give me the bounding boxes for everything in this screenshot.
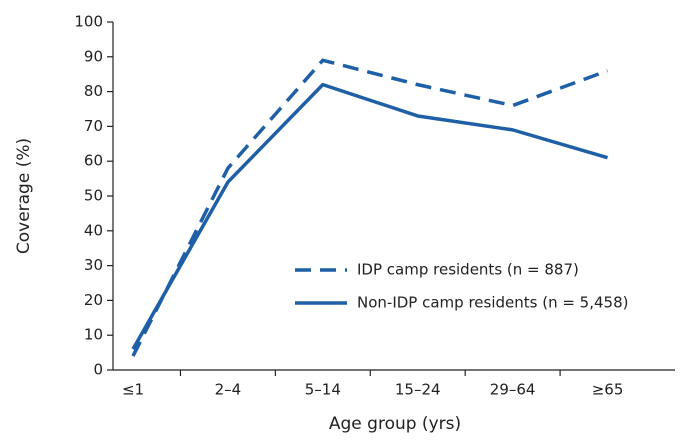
y-tick-label: 50 [84,187,103,205]
y-tick-label: 30 [84,256,103,274]
x-tick-label: 5–14 [305,381,341,399]
x-tick-label: 29–64 [490,381,536,399]
y-axis-label: Coverage (%) [14,138,34,254]
y-tick-label: 60 [84,152,103,170]
y-tick-label: 10 [84,326,103,344]
legend-label: IDP camp residents (n = 887) [357,261,579,279]
x-tick-label: 15–24 [395,381,441,399]
y-tick-label: 40 [84,221,103,239]
x-tick-label: ≥65 [592,381,624,399]
y-tick-label: 20 [84,291,103,309]
y-tick-label: 100 [74,13,103,31]
x-axis-label: Age group (yrs) [329,414,461,434]
y-tick-label: 80 [84,82,103,100]
series-line [131,82,609,350]
legend-label: Non-IDP camp residents (n = 5,458) [357,294,628,312]
y-tick-label: 0 [93,361,103,379]
x-tick-label: 2–4 [215,381,242,399]
y-tick-label: 70 [84,117,103,135]
x-tick-label: ≤1 [122,381,144,399]
y-tick-label: 90 [84,47,103,65]
series-line [131,58,609,357]
